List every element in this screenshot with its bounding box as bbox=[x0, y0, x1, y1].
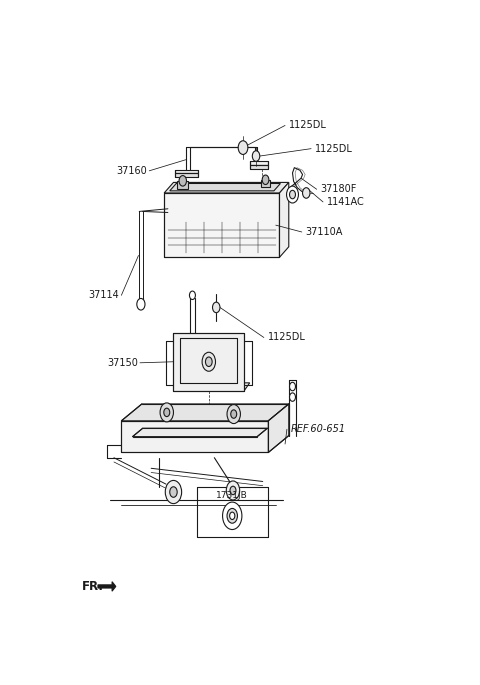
Polygon shape bbox=[175, 173, 198, 177]
Polygon shape bbox=[132, 428, 267, 436]
Text: 37180F: 37180F bbox=[321, 184, 357, 195]
Circle shape bbox=[227, 405, 240, 423]
Polygon shape bbox=[173, 333, 244, 390]
Circle shape bbox=[287, 186, 299, 203]
Circle shape bbox=[238, 140, 248, 154]
Polygon shape bbox=[268, 404, 289, 453]
Text: 1125DL: 1125DL bbox=[267, 332, 305, 342]
Circle shape bbox=[190, 291, 195, 299]
Text: 37114: 37114 bbox=[89, 290, 120, 300]
Circle shape bbox=[213, 302, 220, 312]
Polygon shape bbox=[121, 421, 268, 453]
Circle shape bbox=[170, 487, 177, 497]
Circle shape bbox=[262, 175, 269, 184]
Polygon shape bbox=[175, 170, 198, 173]
Circle shape bbox=[179, 175, 186, 186]
Text: REF.60-651: REF.60-651 bbox=[290, 424, 346, 434]
Polygon shape bbox=[250, 162, 268, 165]
Polygon shape bbox=[98, 582, 116, 591]
Circle shape bbox=[289, 382, 296, 390]
Circle shape bbox=[227, 508, 238, 523]
Circle shape bbox=[289, 190, 296, 199]
Polygon shape bbox=[164, 182, 289, 193]
Circle shape bbox=[165, 480, 181, 503]
Text: 37110A: 37110A bbox=[305, 227, 343, 237]
Circle shape bbox=[223, 502, 242, 530]
Circle shape bbox=[302, 188, 310, 198]
Polygon shape bbox=[261, 179, 270, 186]
Polygon shape bbox=[250, 165, 268, 169]
Circle shape bbox=[230, 486, 236, 495]
Circle shape bbox=[289, 393, 296, 401]
Circle shape bbox=[164, 408, 170, 416]
Polygon shape bbox=[164, 193, 279, 258]
Circle shape bbox=[137, 299, 145, 310]
Polygon shape bbox=[170, 184, 280, 191]
Circle shape bbox=[226, 481, 240, 500]
Circle shape bbox=[160, 403, 173, 422]
Text: 37160: 37160 bbox=[117, 166, 147, 176]
Text: 1141AC: 1141AC bbox=[327, 197, 364, 207]
Text: 1731JB: 1731JB bbox=[216, 490, 248, 499]
Circle shape bbox=[229, 512, 235, 519]
Circle shape bbox=[202, 352, 216, 371]
Text: 1125DL: 1125DL bbox=[289, 121, 327, 130]
Text: FR.: FR. bbox=[83, 580, 104, 593]
Polygon shape bbox=[279, 182, 289, 258]
Text: 1125DL: 1125DL bbox=[315, 144, 353, 153]
Polygon shape bbox=[173, 383, 250, 390]
Circle shape bbox=[231, 410, 237, 419]
Polygon shape bbox=[121, 404, 289, 421]
Polygon shape bbox=[177, 181, 188, 189]
Circle shape bbox=[252, 151, 260, 162]
Circle shape bbox=[205, 357, 212, 366]
Text: 37150: 37150 bbox=[107, 358, 138, 368]
